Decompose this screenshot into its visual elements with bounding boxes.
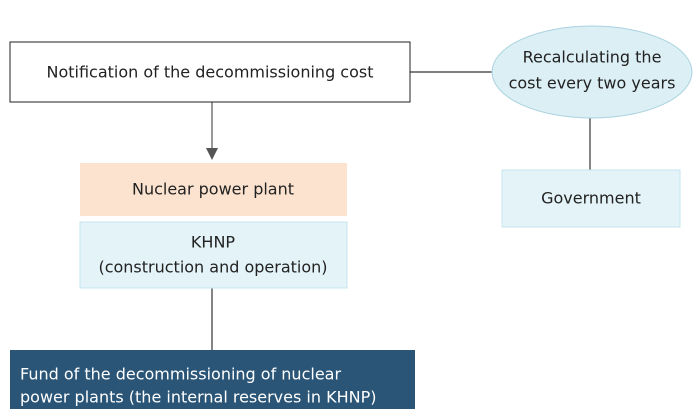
node-label: cost every two years	[509, 74, 676, 93]
node-label: power plants (the internal reserves in K…	[20, 388, 376, 407]
fund-box	[10, 350, 415, 409]
khnp-box	[79, 221, 348, 289]
nuclear-plant-box	[80, 163, 347, 216]
government-box	[501, 169, 681, 228]
notification-box	[9, 41, 411, 103]
node-label: (construction and operation)	[98, 258, 327, 277]
node-label: KHNP	[191, 233, 235, 252]
recalculation-ellipse	[491, 25, 693, 119]
node-label: Fund of the decommissioning of nuclear	[20, 365, 341, 384]
node-label: Nuclear power plant	[132, 180, 294, 199]
node-label: Recalculating the	[523, 48, 662, 67]
node-label: Notification of the decommissioning cost	[46, 63, 373, 82]
node-label: Government	[541, 189, 641, 208]
